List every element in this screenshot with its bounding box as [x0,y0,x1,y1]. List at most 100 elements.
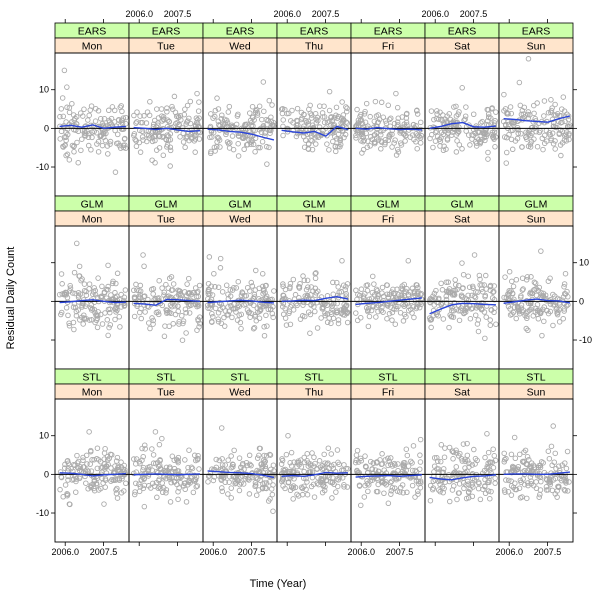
data-point [477,496,484,503]
data-point [215,318,222,325]
data-point [360,138,366,145]
data-point [303,486,309,493]
data-point [183,121,189,127]
data-point [188,302,194,309]
data-point [533,479,539,485]
data-point [290,276,297,283]
data-point [389,144,395,150]
data-point [485,449,492,456]
data-point [105,262,111,269]
data-point [326,107,333,114]
data-point [321,119,328,126]
data-point [531,136,537,142]
data-point [211,271,217,277]
data-point [526,456,532,463]
data-point [180,139,187,145]
data-point [510,309,517,316]
method-strip-label: STL [304,372,323,384]
data-point [428,317,434,323]
data-point [212,305,219,312]
data-point [492,144,498,150]
data-point [238,311,244,318]
data-point [295,493,302,499]
data-point [432,129,439,136]
data-point [141,475,147,482]
data-point [525,327,531,334]
panel-ears-thu: EARS Thu [276,22,352,197]
data-point [509,278,515,285]
data-point [62,465,68,471]
data-point [159,470,165,476]
data-point [501,459,508,465]
method-strip-label: STL [156,372,175,384]
data-point [64,491,70,497]
data-point [164,117,171,123]
data-point [104,143,111,149]
data-point [479,118,485,125]
data-point [518,111,525,118]
data-point [81,281,88,287]
data-point [77,291,84,297]
day-strip-label: Wed [229,214,251,226]
data-point [218,425,225,431]
day-strip-label: Sat [454,387,470,399]
data-point [487,495,493,502]
data-point [70,319,77,326]
data-point [484,465,490,472]
data-point [454,138,460,144]
data-point [65,312,71,319]
data-point [63,119,69,125]
data-point [394,146,401,153]
data-point [463,495,470,502]
data-point [330,291,337,298]
data-point [524,274,531,280]
data-point [166,275,173,282]
data-point [121,303,128,309]
data-point [334,447,341,453]
data-point [466,460,472,467]
data-point [550,291,556,298]
data-point [165,470,172,477]
data-point [248,279,255,286]
data-point [468,306,475,312]
data-point [453,464,460,470]
data-point [228,453,234,459]
data-point [139,119,146,126]
data-point [547,481,553,488]
data-point [417,436,424,443]
data-point [453,477,460,483]
data-point [470,111,477,117]
data-point [313,270,319,276]
data-point [163,490,169,496]
data-point [215,106,222,112]
data-point [182,306,189,312]
data-point [69,100,75,107]
day-strip-label: Fri [382,214,394,226]
data-point [141,442,148,448]
data-point [379,284,386,291]
data-point [57,469,64,475]
data-point [266,97,273,104]
data-point [556,483,562,490]
data-point [427,497,434,504]
y-tick-label: 0 [44,469,49,479]
data-point [159,302,166,309]
smooth-line [133,298,200,306]
data-point [231,447,237,454]
data-point [286,310,292,317]
smooth-line [281,296,349,303]
smooth-line [355,474,422,478]
data-point [120,144,127,151]
data-point [145,296,151,303]
data-point [371,132,378,138]
data-point [134,109,140,115]
data-point [108,478,114,484]
data-point [86,281,93,287]
data-point [270,122,276,128]
data-point [340,282,347,288]
data-point [443,146,449,152]
data-point [172,109,179,116]
data-point [289,107,295,114]
data-point [516,79,523,86]
data-point [548,135,554,142]
